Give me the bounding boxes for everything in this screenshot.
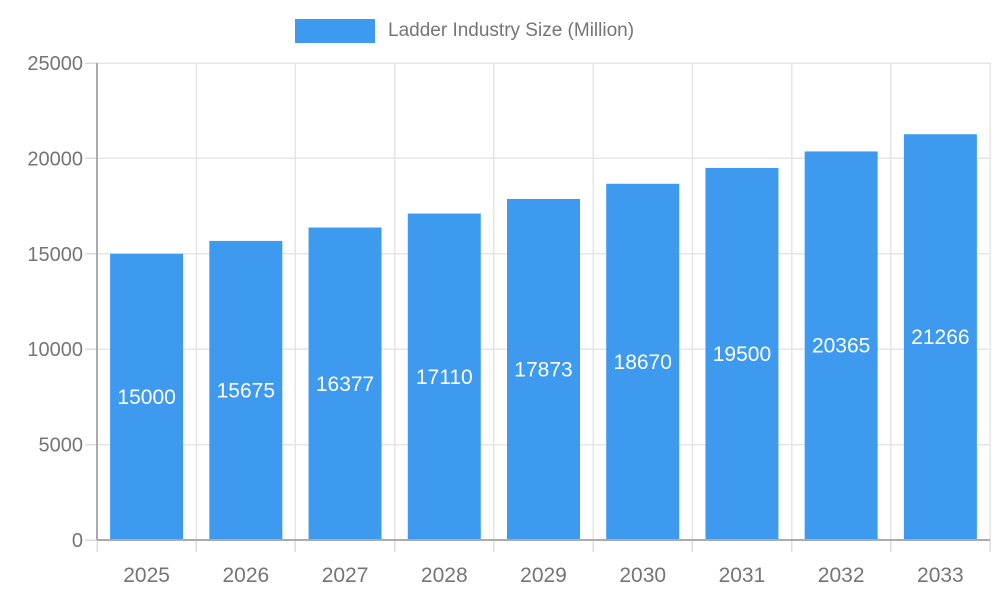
x-axis-tick-label: 2031 — [719, 564, 766, 587]
bar-2030[interactable] — [606, 183, 680, 540]
y-axis-tick-label: 25000 — [27, 53, 83, 75]
bar-2027[interactable] — [308, 227, 382, 540]
bar-2028[interactable] — [407, 213, 481, 540]
x-axis-tick-label: 2029 — [520, 564, 567, 587]
bar-value-label: 18670 — [614, 351, 672, 374]
bar-value-label: 17110 — [416, 366, 473, 389]
x-axis-tick-label: 2030 — [619, 564, 666, 587]
y-axis-tick-label: 0 — [72, 530, 83, 552]
y-axis-tick-label: 15000 — [27, 244, 83, 266]
legend-label: Ladder Industry Size (Million) — [388, 20, 635, 41]
y-axis-tick-label: 20000 — [27, 148, 83, 170]
bar-2031[interactable] — [705, 167, 779, 540]
legend-swatch-icon — [295, 19, 375, 43]
x-axis-tick-label: 2025 — [123, 564, 170, 587]
bar-2025[interactable] — [110, 253, 184, 541]
bar-value-label: 15675 — [217, 379, 275, 402]
bar-2032[interactable] — [804, 151, 878, 541]
x-axis-tick-label: 2026 — [222, 564, 269, 587]
bar-value-label: 21266 — [911, 326, 969, 349]
bar-value-label: 20365 — [812, 335, 870, 358]
x-axis-tick-label: 2027 — [322, 564, 369, 587]
bar-2026[interactable] — [209, 240, 283, 540]
bar-value-label: 17873 — [514, 358, 572, 381]
bar-2029[interactable] — [507, 198, 580, 540]
x-axis-tick-label: 2033 — [917, 564, 964, 587]
bar-value-label: 16377 — [316, 373, 374, 396]
x-axis-tick-label: 2028 — [421, 564, 468, 587]
legend[interactable]: Ladder Industry Size (Million) — [295, 19, 634, 43]
bar-value-label: 19500 — [713, 343, 771, 366]
y-axis-tick-label: 10000 — [27, 339, 83, 361]
x-axis-tick-label: 2032 — [818, 564, 865, 587]
bar-2033[interactable] — [903, 134, 977, 540]
y-axis-tick-label: 5000 — [39, 435, 84, 457]
bar-value-label: 15000 — [117, 386, 175, 409]
